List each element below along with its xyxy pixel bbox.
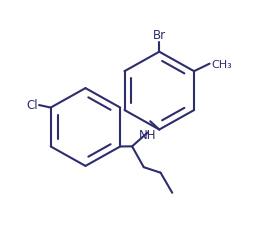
Text: CH₃: CH₃ [211, 60, 232, 69]
Text: NH: NH [139, 128, 156, 141]
Text: Br: Br [153, 29, 166, 42]
Text: Cl: Cl [26, 99, 38, 112]
